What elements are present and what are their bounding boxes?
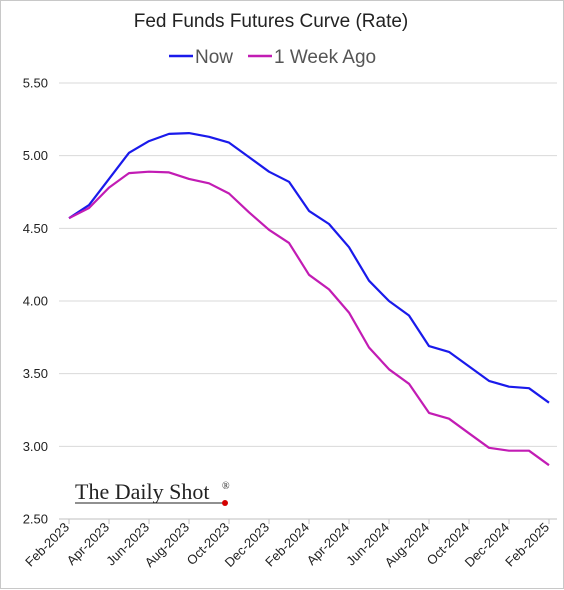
brand-logo: The Daily Shot ® bbox=[75, 479, 230, 506]
grid-lines bbox=[59, 82, 557, 447]
x-tick-label: Feb-2024 bbox=[262, 520, 312, 570]
y-tick-label: 3.00 bbox=[23, 439, 48, 454]
y-axis-ticks: 5.50 5.00 4.50 4.00 3.50 3.00 2.50 bbox=[23, 76, 48, 527]
y-tick-label: 5.50 bbox=[23, 76, 48, 91]
chart-title: Fed Funds Futures Curve (Rate) bbox=[134, 11, 409, 32]
series-line-1-week-ago bbox=[68, 170, 550, 467]
y-tick-label: 5.00 bbox=[23, 148, 48, 163]
y-tick-label: 4.50 bbox=[23, 221, 48, 236]
x-axis: Feb-2023Apr-2023Jun-2023Aug-2023Oct-2023… bbox=[22, 518, 557, 570]
x-tick-label: Aug-2024 bbox=[382, 520, 432, 570]
brand-dot bbox=[222, 500, 228, 506]
x-tick-label: Feb-2023 bbox=[22, 520, 72, 570]
x-tick-label: Aug-2023 bbox=[142, 520, 192, 570]
y-tick-label: 2.50 bbox=[23, 512, 48, 527]
y-tick-label: 3.50 bbox=[23, 366, 48, 381]
series-lines bbox=[68, 132, 550, 467]
legend: Now 1 Week Ago bbox=[169, 47, 376, 68]
brand-name: The Daily Shot bbox=[75, 479, 209, 504]
brand-registered-mark: ® bbox=[222, 481, 230, 492]
legend-label: Now bbox=[195, 47, 233, 68]
y-tick-label: 4.00 bbox=[23, 294, 48, 309]
legend-label: 1 Week Ago bbox=[274, 47, 376, 68]
series-line-now bbox=[68, 132, 550, 404]
x-tick-label: Feb-2025 bbox=[502, 520, 552, 570]
